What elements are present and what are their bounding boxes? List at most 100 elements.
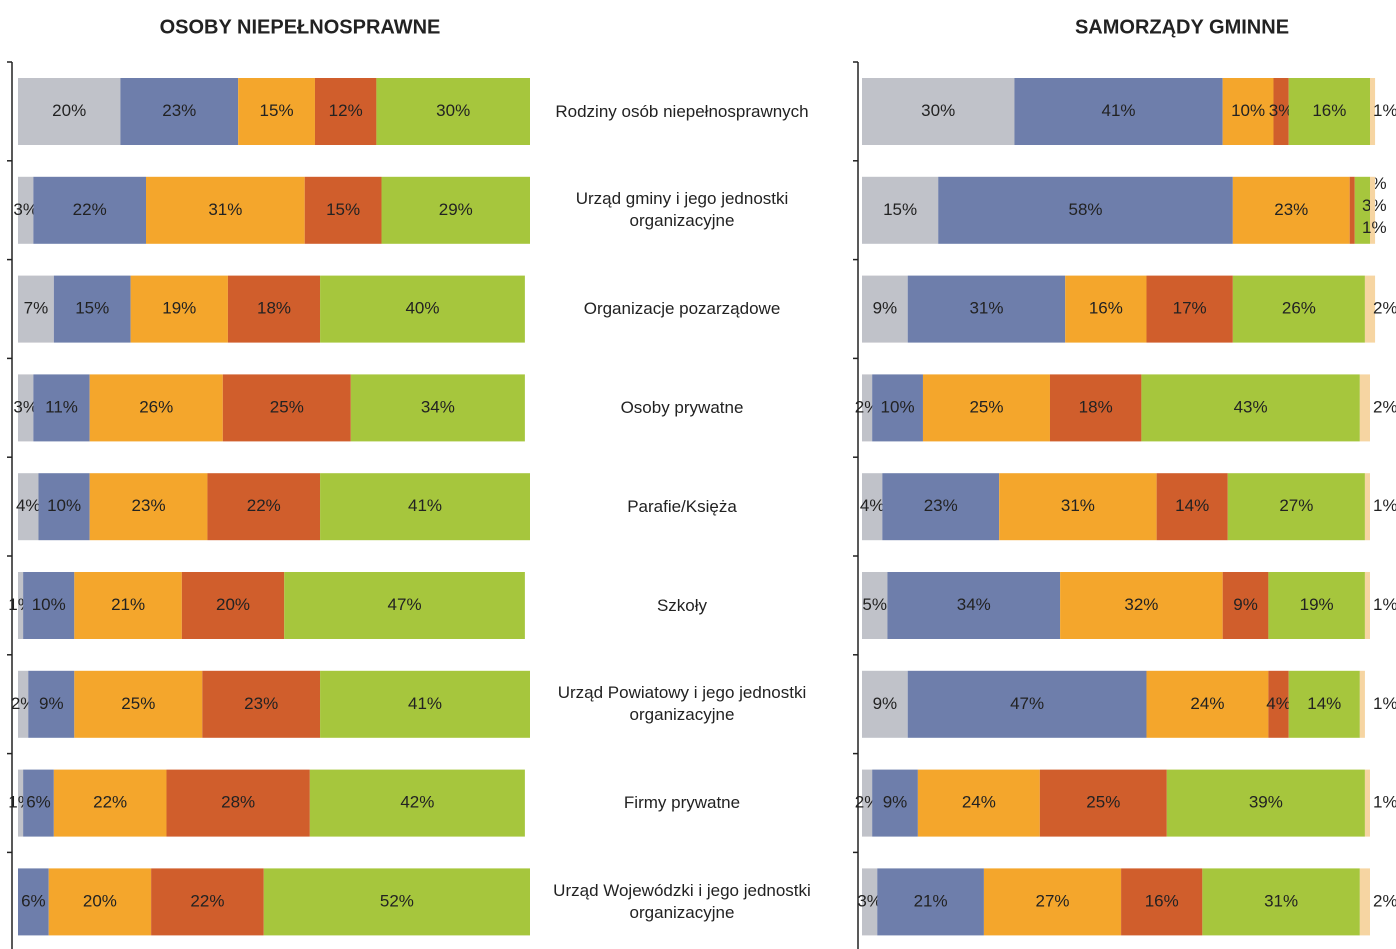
value-label: 1%	[1373, 694, 1396, 713]
value-label: 42%	[400, 793, 434, 812]
bar-segment	[350, 374, 525, 442]
category-label: Urząd gminy i jego jednostki organizacyj…	[575, 189, 789, 231]
bar-segment	[1370, 176, 1376, 244]
bar-segment	[1359, 374, 1370, 442]
bar-segment	[1121, 868, 1203, 936]
bar-segment	[1065, 275, 1147, 343]
value-label: 23%	[1274, 200, 1308, 219]
bar-segment	[1049, 374, 1142, 442]
value-label: 1%	[1373, 595, 1396, 614]
value-label: 10%	[881, 397, 915, 416]
bar-segment	[381, 176, 530, 244]
value-label: 40%	[405, 299, 439, 318]
bar-segment	[1364, 769, 1370, 837]
bar-segment	[862, 374, 873, 442]
value-label: 15%	[75, 299, 109, 318]
value-label: 5%	[862, 595, 887, 614]
bar-segment	[907, 275, 1066, 343]
value-label: 41%	[408, 496, 442, 515]
value-label: 21%	[914, 891, 948, 910]
bar-segment	[862, 78, 1015, 145]
value-label: 23%	[244, 694, 278, 713]
category-label: Urząd Wojewódzki i jego jednostki organi…	[553, 880, 811, 922]
category-label: Parafie/Księża	[627, 496, 737, 516]
value-label: 6%	[26, 793, 51, 812]
bar-segment	[53, 769, 167, 837]
bar-segment	[284, 572, 525, 639]
category-label: Firmy prywatne	[623, 793, 741, 813]
value-label: 18%	[1079, 397, 1113, 416]
bar-segment	[862, 176, 939, 244]
value-label: 16%	[1145, 891, 1179, 910]
bar-segment	[1146, 670, 1269, 738]
value-label: 18%	[257, 299, 291, 318]
bar-segment	[1288, 670, 1360, 738]
value-label: 3%	[857, 891, 882, 910]
bar-segment	[18, 769, 24, 837]
value-label: 19%	[1300, 595, 1334, 614]
bar-segment	[38, 473, 90, 541]
bar-segment	[166, 769, 310, 837]
value-label: 52%	[380, 891, 414, 910]
value-label: 7%	[24, 299, 49, 318]
bar-segment	[18, 176, 34, 244]
chart-title: SAMORZĄDY GMINNE	[1075, 16, 1289, 38]
value-label: 9%	[873, 299, 898, 318]
value-label: 17%	[1173, 299, 1207, 318]
bar-segment	[1268, 572, 1365, 639]
bar-segment	[1039, 769, 1167, 837]
value-label: 9%	[883, 793, 908, 812]
bar-segment	[202, 670, 321, 738]
value-label: 10%	[47, 496, 81, 515]
bar-segment	[53, 275, 131, 343]
value-label: 30%	[436, 101, 470, 120]
bar-segment	[320, 670, 530, 738]
value-label: 6%	[21, 891, 46, 910]
bar-segment	[23, 572, 75, 639]
value-label: 10%	[32, 595, 66, 614]
bar-segment	[120, 78, 239, 145]
category-label: Osoby prywatne	[620, 397, 744, 417]
bar-segment	[48, 868, 152, 936]
bar-segment	[28, 670, 75, 738]
value-label: 47%	[388, 595, 422, 614]
bar-segment	[1359, 670, 1365, 738]
value-label: 11%	[45, 397, 78, 416]
value-label: 20%	[83, 891, 117, 910]
bar-segment	[877, 868, 984, 936]
value-label: 1%	[1373, 793, 1396, 812]
bar-segment	[222, 374, 351, 442]
bar-segment	[1364, 572, 1370, 639]
value-label: 25%	[1086, 793, 1120, 812]
bar-segment	[74, 670, 203, 738]
chart-title: OSOBY NIEPEŁNOSPRAWNE	[160, 16, 441, 38]
value-label: 22%	[93, 793, 127, 812]
value-label: 1%	[1362, 218, 1387, 237]
value-label: 14%	[1307, 694, 1341, 713]
bar-segment	[1222, 78, 1274, 145]
bar-segment	[1370, 78, 1376, 145]
category-label: Organizacje pozarządowe	[583, 299, 781, 319]
value-label: 27%	[1279, 496, 1313, 515]
bar-segment	[18, 572, 24, 639]
bar-segment	[263, 868, 530, 936]
bar-segment	[872, 769, 918, 837]
bar-segment	[1273, 78, 1289, 145]
bar-segment	[862, 473, 883, 541]
bar-segment	[146, 176, 305, 244]
bar-segment	[18, 78, 121, 145]
bar-segment	[1014, 78, 1223, 145]
value-label: 3%	[1269, 101, 1294, 120]
value-label: 9%	[1233, 595, 1258, 614]
bar-segment	[1268, 670, 1289, 738]
value-label: 32%	[1124, 595, 1158, 614]
value-label: 58%	[1069, 200, 1103, 219]
bar-segment	[74, 572, 182, 639]
bar-segment	[320, 275, 525, 343]
value-label: 4%	[1266, 694, 1291, 713]
value-label: 9%	[873, 694, 898, 713]
value-label: 39%	[1249, 793, 1283, 812]
bar-segment	[23, 769, 54, 837]
